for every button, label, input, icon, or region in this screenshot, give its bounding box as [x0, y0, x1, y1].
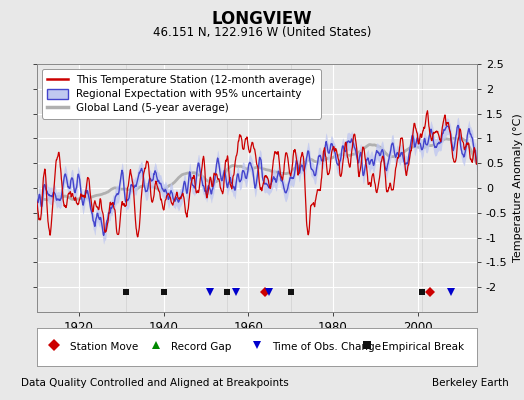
Text: Time of Obs. Change: Time of Obs. Change — [272, 342, 381, 352]
Y-axis label: Temperature Anomaly (°C): Temperature Anomaly (°C) — [513, 114, 523, 262]
Text: 46.151 N, 122.916 W (United States): 46.151 N, 122.916 W (United States) — [153, 26, 371, 39]
Text: Berkeley Earth: Berkeley Earth — [432, 378, 508, 388]
Text: Data Quality Controlled and Aligned at Breakpoints: Data Quality Controlled and Aligned at B… — [21, 378, 289, 388]
Text: LONGVIEW: LONGVIEW — [212, 10, 312, 28]
Text: Station Move: Station Move — [70, 342, 138, 352]
Text: Record Gap: Record Gap — [171, 342, 231, 352]
Legend: This Temperature Station (12-month average), Regional Expectation with 95% uncer: This Temperature Station (12-month avera… — [42, 69, 321, 118]
Text: Empirical Break: Empirical Break — [382, 342, 464, 352]
